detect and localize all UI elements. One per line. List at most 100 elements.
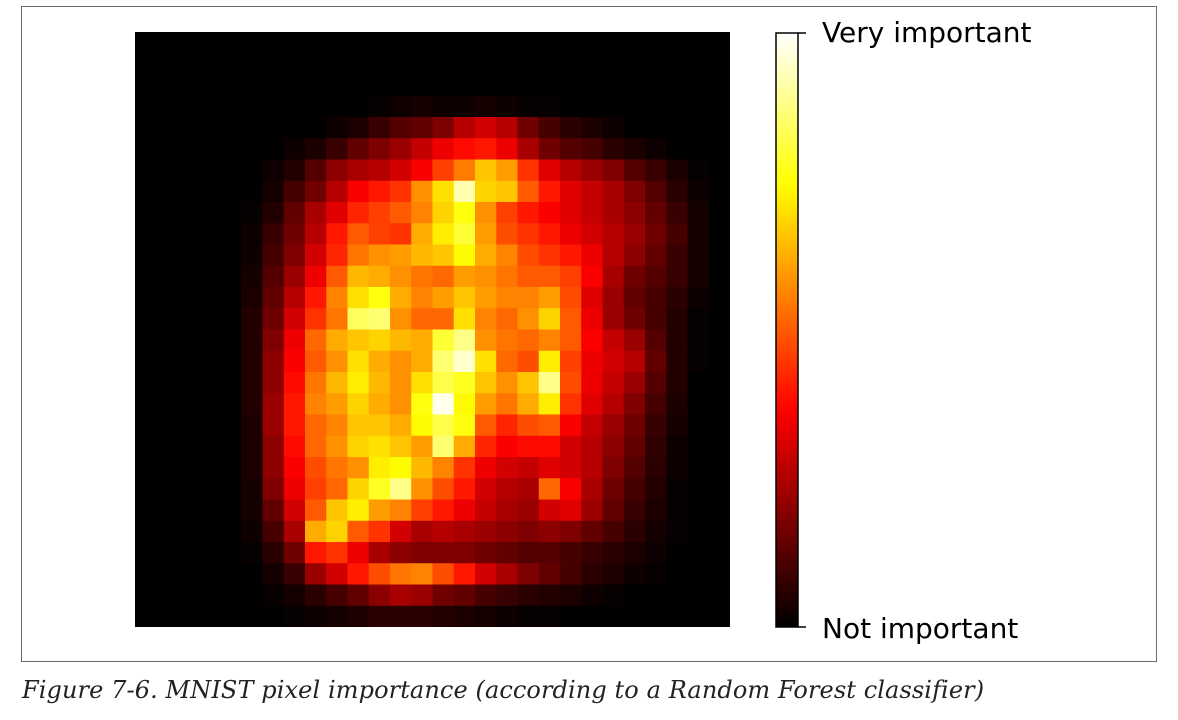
heatmap-cell-r5-c7	[283, 138, 306, 161]
heatmap-cell-r25-c3	[198, 563, 221, 586]
heatmap-cell-r2-c21	[581, 74, 604, 97]
heatmap-cell-r16-c0	[135, 372, 157, 394]
heatmap-cell-r0-c1	[156, 32, 179, 54]
heatmap-cell-r18-c2	[177, 414, 200, 437]
heatmap-cell-r27-c6	[262, 605, 285, 627]
heatmap-cell-r24-c21	[581, 542, 604, 564]
heatmap-cell-r18-c26	[687, 414, 710, 437]
heatmap-cell-r14-c11	[368, 329, 391, 352]
heatmap-cell-r19-c1	[156, 435, 179, 458]
colorbar-gradient	[775, 32, 799, 628]
heatmap-cell-r27-c19	[538, 605, 561, 627]
heatmap-cell-r23-c15	[453, 520, 476, 543]
heatmap-cell-r25-c0	[135, 563, 157, 586]
heatmap-cell-r10-c8	[305, 244, 327, 267]
heatmap-cell-r0-c22	[602, 32, 625, 54]
heatmap-cell-r22-c14	[432, 499, 455, 522]
heatmap-cell-r27-c11	[368, 605, 391, 627]
heatmap-cell-r3-c5	[241, 95, 264, 118]
heatmap-cell-r17-c0	[135, 393, 157, 416]
heatmap-cell-r5-c23	[623, 138, 646, 161]
heatmap-cell-r14-c26	[687, 329, 710, 352]
heatmap-cell-r21-c20	[560, 478, 582, 501]
heatmap-cell-r19-c3	[198, 435, 221, 458]
heatmap-cell-r20-c14	[432, 457, 455, 479]
heatmap-cell-r18-c6	[262, 414, 285, 437]
heatmap-cell-r22-c15	[453, 499, 476, 522]
heatmap-cell-r5-c4	[220, 138, 242, 161]
heatmap-cell-r4-c11	[368, 117, 391, 139]
heatmap-cell-r20-c11	[368, 457, 391, 479]
heatmap-cell-r18-c13	[411, 414, 434, 437]
heatmap-cell-r0-c13	[411, 32, 434, 54]
heatmap-cell-r2-c5	[241, 74, 264, 97]
heatmap-cell-r11-c5	[241, 265, 264, 288]
heatmap-cell-r2-c14	[432, 74, 455, 97]
heatmap-cell-r0-c0	[135, 32, 157, 54]
heatmap-cell-r8-c7	[283, 202, 306, 224]
heatmap-cell-r1-c5	[241, 53, 264, 76]
heatmap-cell-r22-c20	[560, 499, 582, 522]
heatmap-cell-r0-c7	[283, 32, 306, 54]
heatmap-cell-r27-c12	[390, 605, 412, 627]
heatmap-cell-r3-c18	[517, 95, 540, 118]
heatmap-cell-r24-c27	[708, 542, 730, 564]
heatmap-cell-r25-c27	[708, 563, 730, 586]
heatmap-cell-r16-c26	[687, 372, 710, 394]
heatmap-cell-r4-c24	[645, 117, 667, 139]
heatmap-cell-r4-c16	[475, 117, 497, 139]
heatmap-cell-r7-c21	[581, 180, 604, 203]
heatmap-cell-r26-c24	[645, 584, 667, 607]
heatmap-cell-r2-c3	[198, 74, 221, 97]
heatmap-cell-r1-c21	[581, 53, 604, 76]
heatmap-cell-r4-c18	[517, 117, 540, 139]
heatmap-cell-r23-c2	[177, 520, 200, 543]
heatmap-cell-r4-c23	[623, 117, 646, 139]
heatmap-cell-r26-c19	[538, 584, 561, 607]
heatmap-cell-r26-c4	[220, 584, 242, 607]
heatmap-cell-r27-c1	[156, 605, 179, 627]
heatmap-cell-r17-c17	[496, 393, 519, 416]
heatmap-cell-r7-c6	[262, 180, 285, 203]
heatmap-cell-r8-c22	[602, 202, 625, 224]
heatmap-cell-r2-c7	[283, 74, 306, 97]
heatmap-cell-r19-c7	[283, 435, 306, 458]
heatmap-cell-r27-c18	[517, 605, 540, 627]
heatmap-cell-r14-c9	[326, 329, 349, 352]
heatmap-cell-r8-c8	[305, 202, 327, 224]
heatmap-cell-r21-c16	[475, 478, 497, 501]
heatmap-cell-r25-c16	[475, 563, 497, 586]
heatmap-cell-r3-c0	[135, 95, 157, 118]
heatmap-cell-r21-c8	[305, 478, 327, 501]
heatmap-cell-r20-c15	[453, 457, 476, 479]
heatmap-cell-r6-c19	[538, 159, 561, 182]
heatmap-cell-r11-c2	[177, 265, 200, 288]
heatmap-cell-r16-c7	[283, 372, 306, 394]
heatmap-cell-r7-c11	[368, 180, 391, 203]
heatmap-cell-r2-c23	[623, 74, 646, 97]
heatmap-cell-r9-c5	[241, 223, 264, 246]
heatmap-cell-r18-c7	[283, 414, 306, 437]
heatmap-cell-r8-c12	[390, 202, 412, 224]
heatmap-cell-r16-c17	[496, 372, 519, 394]
heatmap-cell-r6-c9	[326, 159, 349, 182]
heatmap-cell-r14-c14	[432, 329, 455, 352]
heatmap-cell-r23-c13	[411, 520, 434, 543]
heatmap-cell-r3-c26	[687, 95, 710, 118]
heatmap-cell-r14-c15	[453, 329, 476, 352]
heatmap-cell-r17-c23	[623, 393, 646, 416]
heatmap-cell-r18-c17	[496, 414, 519, 437]
heatmap-cell-r6-c4	[220, 159, 242, 182]
heatmap-cell-r25-c15	[453, 563, 476, 586]
heatmap-cell-r13-c1	[156, 308, 179, 331]
heatmap-cell-r20-c13	[411, 457, 434, 479]
heatmap-cell-r11-c7	[283, 265, 306, 288]
heatmap-cell-r12-c14	[432, 287, 455, 309]
heatmap-cell-r9-c23	[623, 223, 646, 246]
heatmap-cell-r17-c6	[262, 393, 285, 416]
heatmap-cell-r7-c7	[283, 180, 306, 203]
heatmap-cell-r7-c27	[708, 180, 730, 203]
heatmap-cell-r20-c12	[390, 457, 412, 479]
heatmap-cell-r4-c26	[687, 117, 710, 139]
heatmap-cell-r15-c10	[347, 350, 370, 373]
